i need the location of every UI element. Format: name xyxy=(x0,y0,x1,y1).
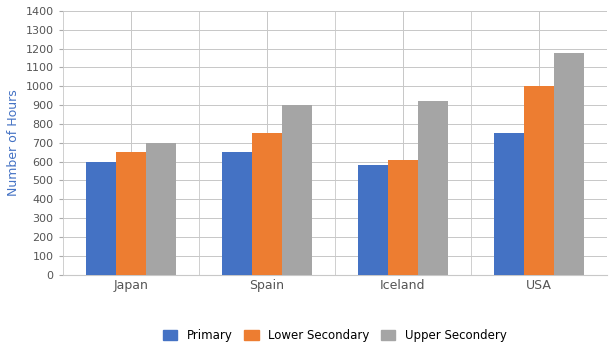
Legend: Primary, Lower Secondary, Upper Secondery: Primary, Lower Secondary, Upper Seconder… xyxy=(163,329,507,342)
Bar xyxy=(418,101,448,275)
Bar xyxy=(115,152,146,275)
Y-axis label: Number of Hours: Number of Hours xyxy=(7,89,20,196)
Bar xyxy=(222,152,252,275)
Bar xyxy=(146,143,176,275)
Bar xyxy=(388,160,418,275)
Bar xyxy=(252,133,282,275)
Bar xyxy=(358,165,388,275)
Bar xyxy=(282,105,312,275)
Bar xyxy=(494,133,524,275)
Bar xyxy=(554,53,584,275)
Bar xyxy=(524,86,554,275)
Bar xyxy=(86,162,115,275)
